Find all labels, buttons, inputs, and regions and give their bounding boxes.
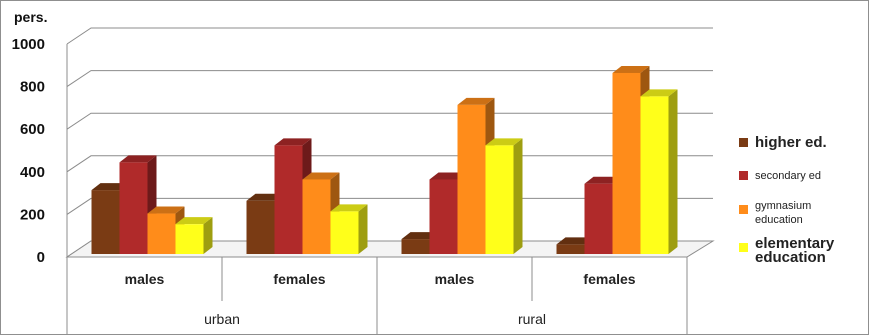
axes (65, 44, 715, 335)
legend-swatch (739, 171, 748, 180)
bar (175, 217, 213, 254)
y-tick-label: 600 (20, 121, 45, 138)
legend-swatch (739, 243, 748, 252)
category-label: females (273, 271, 325, 287)
gridline (66, 27, 713, 45)
legend-label: education (755, 214, 803, 226)
group-label: rural (518, 311, 546, 327)
legend-label: elementary (755, 235, 835, 252)
chart-floor (65, 240, 715, 258)
legend-item: gymnasium education (739, 200, 811, 226)
legend-label: higher ed. (755, 134, 827, 151)
category-label: females (583, 271, 635, 287)
legend-label: secondary ed (755, 170, 821, 182)
y-tick-label: 800 (20, 79, 45, 96)
legend-item: secondary ed (739, 170, 821, 182)
bar (119, 155, 157, 254)
legend-label: gymnasium (755, 200, 811, 212)
bars (91, 65, 678, 255)
labels: 0 200 400 600 800 1000 pers. males females males f… (12, 9, 636, 327)
category-label: males (125, 271, 165, 287)
bar (485, 138, 523, 254)
bar (640, 89, 678, 254)
gridline (66, 70, 713, 88)
legend-item: higher ed. (739, 134, 827, 151)
y-axis-unit: pers. (14, 9, 47, 25)
category-label: males (435, 271, 475, 287)
y-tick-label: 1000 (12, 36, 45, 53)
y-tick-label: 200 (20, 206, 45, 223)
legend: higher ed. secondary ed gymnasium education… (739, 134, 835, 266)
y-tick-label: 0 (37, 249, 45, 266)
legend-swatch (739, 205, 748, 214)
y-tick-label: 400 (20, 164, 45, 181)
bar (330, 204, 368, 254)
legend-label: education (755, 249, 826, 266)
legend-swatch (739, 138, 748, 147)
group-label: urban (204, 311, 240, 327)
gridline (66, 112, 713, 130)
